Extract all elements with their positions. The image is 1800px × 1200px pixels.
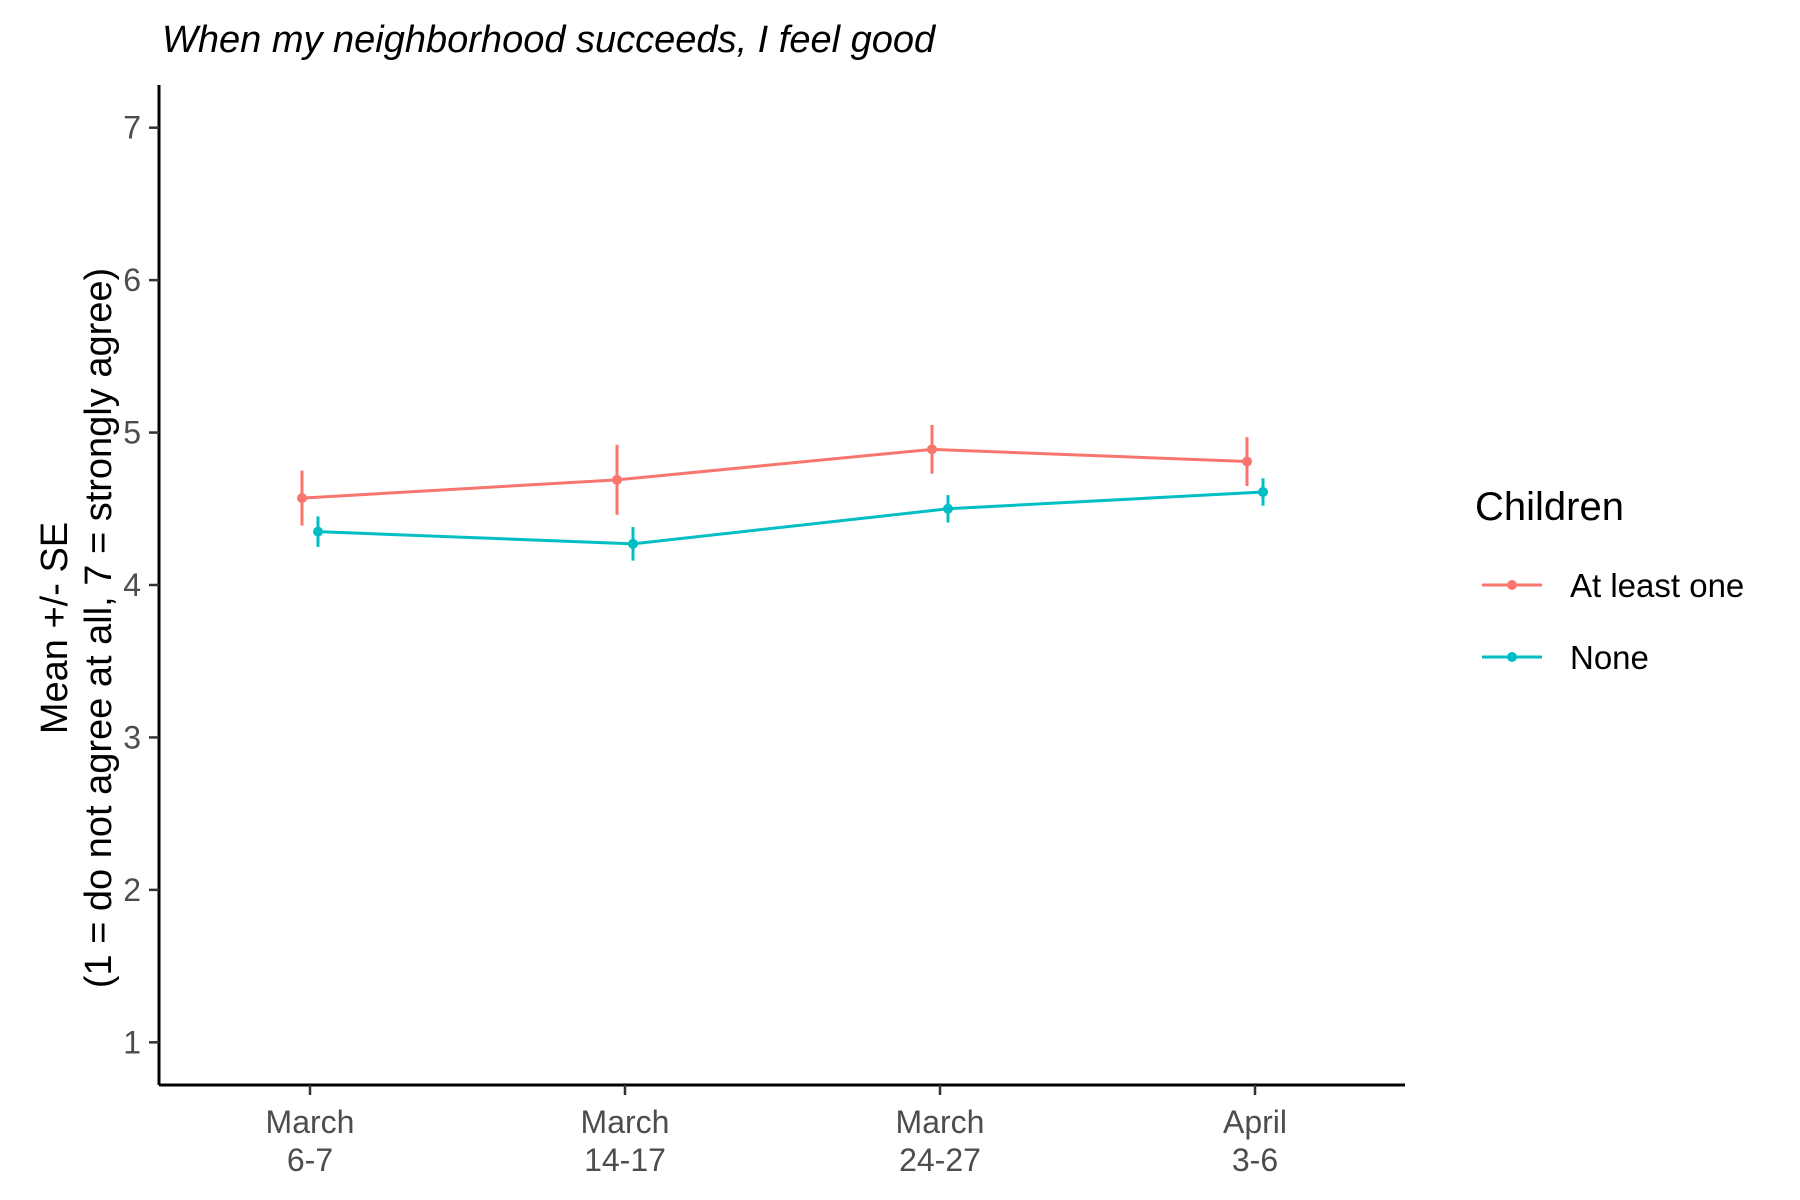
series-none — [313, 478, 1268, 561]
legend-title: Children — [1475, 485, 1624, 529]
data-point — [628, 538, 638, 549]
data-point — [612, 474, 622, 485]
y-axis-title: Mean +/- SE (1 = do not agree at all, 7 … — [34, 268, 120, 988]
x-tick-label: April — [1223, 1104, 1287, 1140]
x-tick-label: March — [266, 1104, 355, 1140]
legend-key-point — [1507, 580, 1517, 590]
y-tick-label: 7 — [123, 110, 141, 146]
x-tick-label: 3-6 — [1232, 1142, 1278, 1178]
legend: Children At least one None — [1475, 485, 1744, 676]
legend-item: At least one — [1482, 567, 1744, 604]
legend-key-point — [1507, 652, 1517, 662]
data-point — [927, 444, 937, 455]
data-point — [313, 526, 323, 537]
series-line — [317, 490, 1264, 546]
data-point — [1242, 456, 1252, 467]
legend-item: None — [1482, 639, 1649, 676]
data-point — [943, 503, 953, 514]
y-axis-title-line-2: (1 = do not agree at all, 7 = strongly a… — [78, 268, 120, 988]
x-tick-label: 6-7 — [287, 1142, 333, 1178]
legend-label: None — [1570, 639, 1649, 676]
x-tick-label: March — [896, 1104, 985, 1140]
y-tick-label: 2 — [123, 872, 141, 908]
y-tick-label: 4 — [123, 567, 141, 603]
legend-label: At least one — [1570, 567, 1744, 604]
chart-title: When my neighborhood succeeds, I feel go… — [162, 19, 937, 61]
x-tick-label: March — [581, 1104, 670, 1140]
y-tick-label: 6 — [123, 262, 141, 298]
y-axis-title-line-1: Mean +/- SE — [34, 522, 76, 734]
series-line — [301, 447, 1248, 500]
y-tick-label: 1 — [123, 1024, 141, 1060]
series-at-least-one — [297, 424, 1252, 526]
data-point — [1258, 487, 1268, 498]
x-tick-label: 14-17 — [584, 1142, 666, 1178]
y-tick-label: 3 — [123, 719, 141, 755]
data-point — [297, 493, 307, 504]
y-tick-label: 5 — [123, 415, 141, 451]
plot-area: 1234567March6-7March14-17March24-27April… — [123, 85, 1405, 1178]
x-tick-label: 24-27 — [899, 1142, 981, 1178]
